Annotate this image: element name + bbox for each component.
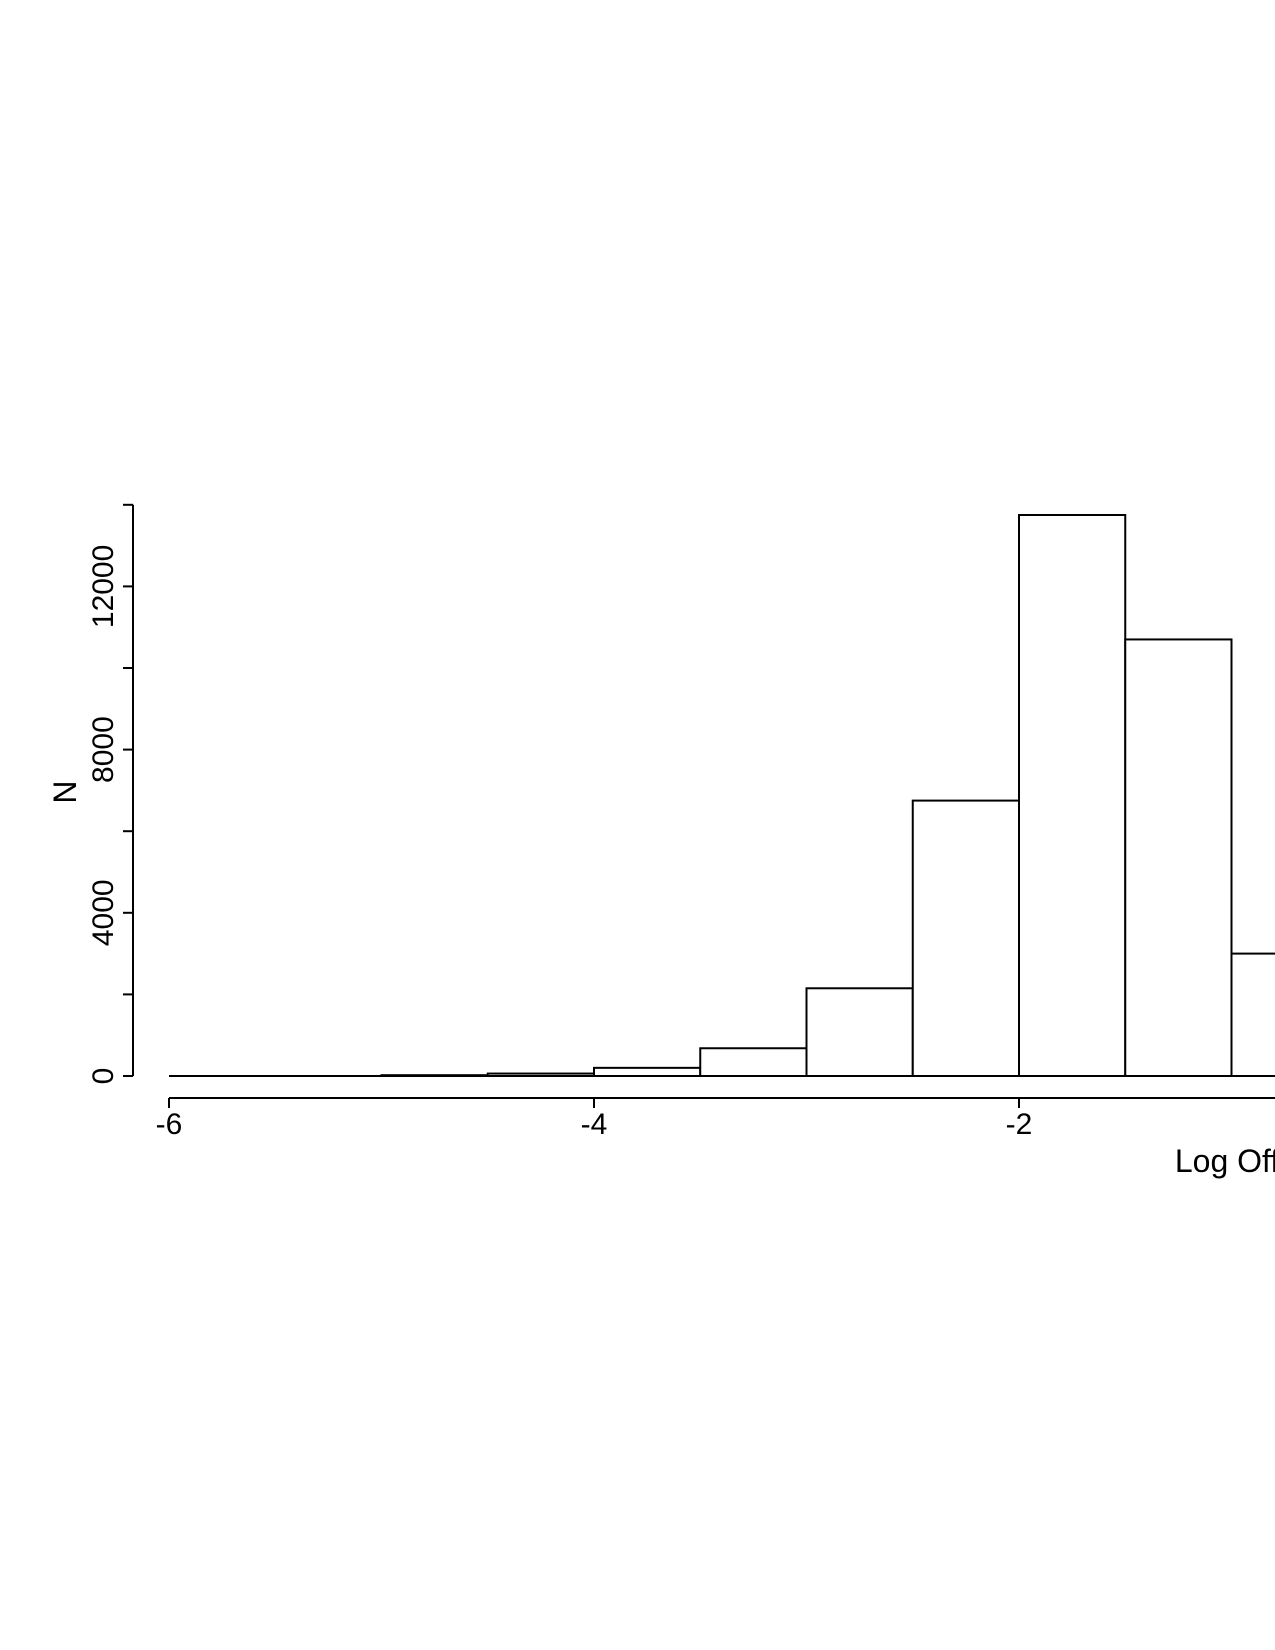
y-tick-label-4: 8000 xyxy=(87,716,120,783)
y-axis: 0 4000 8000 12000 xyxy=(87,503,134,1085)
y-tick-label-6: 12000 xyxy=(87,545,120,628)
histogram-bar-6 xyxy=(805,987,914,1078)
y-tick-label-2: 4000 xyxy=(87,879,120,946)
x-tick-label-2: -2 xyxy=(1006,1108,1033,1141)
x-axis-title: Log Offset (s) xyxy=(1175,1143,1275,1179)
histogram-bar-7 xyxy=(911,799,1020,1077)
histogram-bar-9 xyxy=(1124,638,1233,1077)
histogram-bar-8 xyxy=(1018,514,1127,1077)
x-axis: -6-4-202 xyxy=(156,1097,1275,1141)
histogram-bars xyxy=(380,514,1275,1078)
x-tick-label-0: -6 xyxy=(156,1108,183,1141)
y-tick-label-0: 0 xyxy=(87,1068,120,1085)
histogram-bar-10 xyxy=(1230,952,1275,1077)
x-tick-label-1: -4 xyxy=(581,1108,608,1141)
y-axis-title: N xyxy=(47,780,83,803)
histogram-bar-5 xyxy=(699,1047,808,1077)
histogram-bar-4 xyxy=(593,1066,702,1077)
